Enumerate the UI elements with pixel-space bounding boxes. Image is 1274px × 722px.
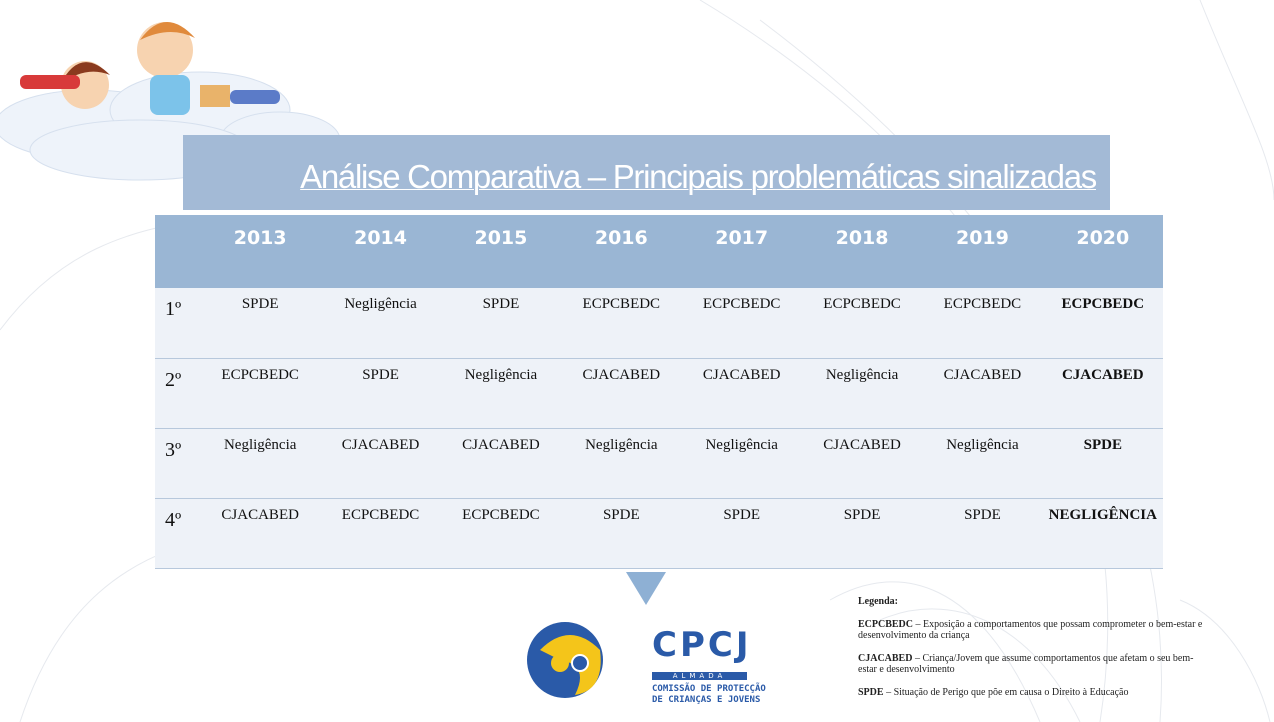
table-cell: SPDE: [440, 288, 562, 359]
logo-place: ALMADA: [672, 672, 727, 680]
year-header: 2018: [801, 215, 923, 288]
table-cell: Negligência: [440, 358, 562, 429]
table-cell: Negligência: [681, 428, 802, 499]
table-cell: NEGLIGÊNCIA: [1042, 498, 1163, 569]
header-row: 2013 2014 2015 2016 2017 2018 2019 2020: [155, 215, 1163, 288]
table-cell: ECPCBEDC: [320, 498, 441, 569]
table-cell: CJACABED: [801, 428, 923, 499]
year-header: 2016: [561, 215, 682, 288]
table-cell: Negligência: [561, 428, 682, 499]
table-body: 1º SPDE Negligência SPDE ECPCBEDC ECPCBEDC ECP…: [155, 288, 1163, 569]
table-cell: SPDE: [320, 358, 441, 429]
legend-term: SPDE: [858, 687, 884, 698]
table-cell: SPDE: [681, 498, 802, 569]
rank-cell: 1º: [155, 288, 200, 359]
table-cell: ECPCBEDC: [561, 288, 682, 359]
table-cell: CJACABED: [681, 358, 802, 429]
table-cell: SPDE: [200, 288, 321, 359]
legend-term: CJACABED: [858, 653, 913, 664]
table-cell: CJACABED: [200, 498, 321, 569]
logo-line: COMISSÃO DE PROTECÇÃO DE CRIANÇAS E JOVEN…: [652, 684, 766, 706]
table-row: 3º Negligência CJACABED CJACABED Negligência…: [155, 428, 1163, 499]
table-cell: Negligência: [801, 358, 923, 429]
logo-line-2: DE CRIANÇAS E JOVENS: [652, 695, 761, 705]
table-cell: CJACABED: [320, 428, 441, 499]
year-header: 2013: [200, 215, 321, 288]
table-cell: CJACABED: [561, 358, 682, 429]
legend-description: – Criança/Jovem que assume comportamento…: [858, 653, 1194, 675]
year-header: 2015: [440, 215, 562, 288]
table-cell: SPDE: [922, 498, 1043, 569]
year-header: 2020: [1042, 215, 1163, 288]
legend: Legenda: ECPCBEDC – Exposição a comporta…: [858, 596, 1208, 710]
table-cell: SPDE: [561, 498, 682, 569]
table-row: 4º CJACABED ECPCBEDC ECPCBEDC SPDE SPDE SPDE SP…: [155, 498, 1163, 569]
comparison-table: 2013 2014 2015 2016 2017 2018 2019 2020 1º SPDE N…: [155, 215, 1163, 569]
table-cell: SPDE: [801, 498, 923, 569]
rank-cell: 4º: [155, 498, 200, 569]
legend-title: Legenda:: [858, 596, 898, 607]
table-cell: ECPCBEDC: [922, 288, 1043, 359]
table-cell: CJACABED: [1042, 358, 1163, 429]
rank-cell: 2º: [155, 358, 200, 429]
logo-line-1: COMISSÃO DE PROTECÇÃO: [652, 684, 766, 694]
rank-cell: 3º: [155, 428, 200, 499]
table-row: 2º ECPCBEDC SPDE Negligência CJACABED CJACABE…: [155, 358, 1163, 429]
table-row: 1º SPDE Negligência SPDE ECPCBEDC ECPCBEDC ECP…: [155, 288, 1163, 359]
legend-item: CJACABED – Criança/Jovem que assume comp…: [858, 653, 1208, 675]
legend-description: – Exposição a comportamentos que possam …: [858, 619, 1203, 641]
table-cell: ECPCBEDC: [1042, 288, 1163, 359]
table-cell: Negligência: [922, 428, 1043, 499]
table-cell: Negligência: [200, 428, 321, 499]
corner-cell: [155, 215, 200, 288]
table-cell: ECPCBEDC: [200, 358, 321, 429]
year-header: 2014: [320, 215, 441, 288]
slide-title: Análise Comparativa – Principais problem…: [300, 158, 1097, 195]
title-bar: [183, 135, 1110, 210]
year-header: 2017: [681, 215, 802, 288]
table-cell: Negligência: [320, 288, 441, 359]
table-cell: ECPCBEDC: [681, 288, 802, 359]
legend-item: ECPCBEDC – Exposição a comportamentos qu…: [858, 619, 1208, 641]
table-cell: CJACABED: [922, 358, 1043, 429]
legend-item: SPDE – Situação de Perigo que põe em cau…: [858, 687, 1208, 698]
table-cell: ECPCBEDC: [440, 498, 562, 569]
legend-description: – Situação de Perigo que põe em causa o …: [886, 687, 1129, 698]
table-cell: SPDE: [1042, 428, 1163, 499]
logo-name: CPCJ: [652, 625, 752, 665]
table-cell: CJACABED: [440, 428, 562, 499]
table-cell: ECPCBEDC: [801, 288, 923, 359]
legend-term: ECPCBEDC: [858, 619, 914, 630]
year-header: 2019: [922, 215, 1043, 288]
